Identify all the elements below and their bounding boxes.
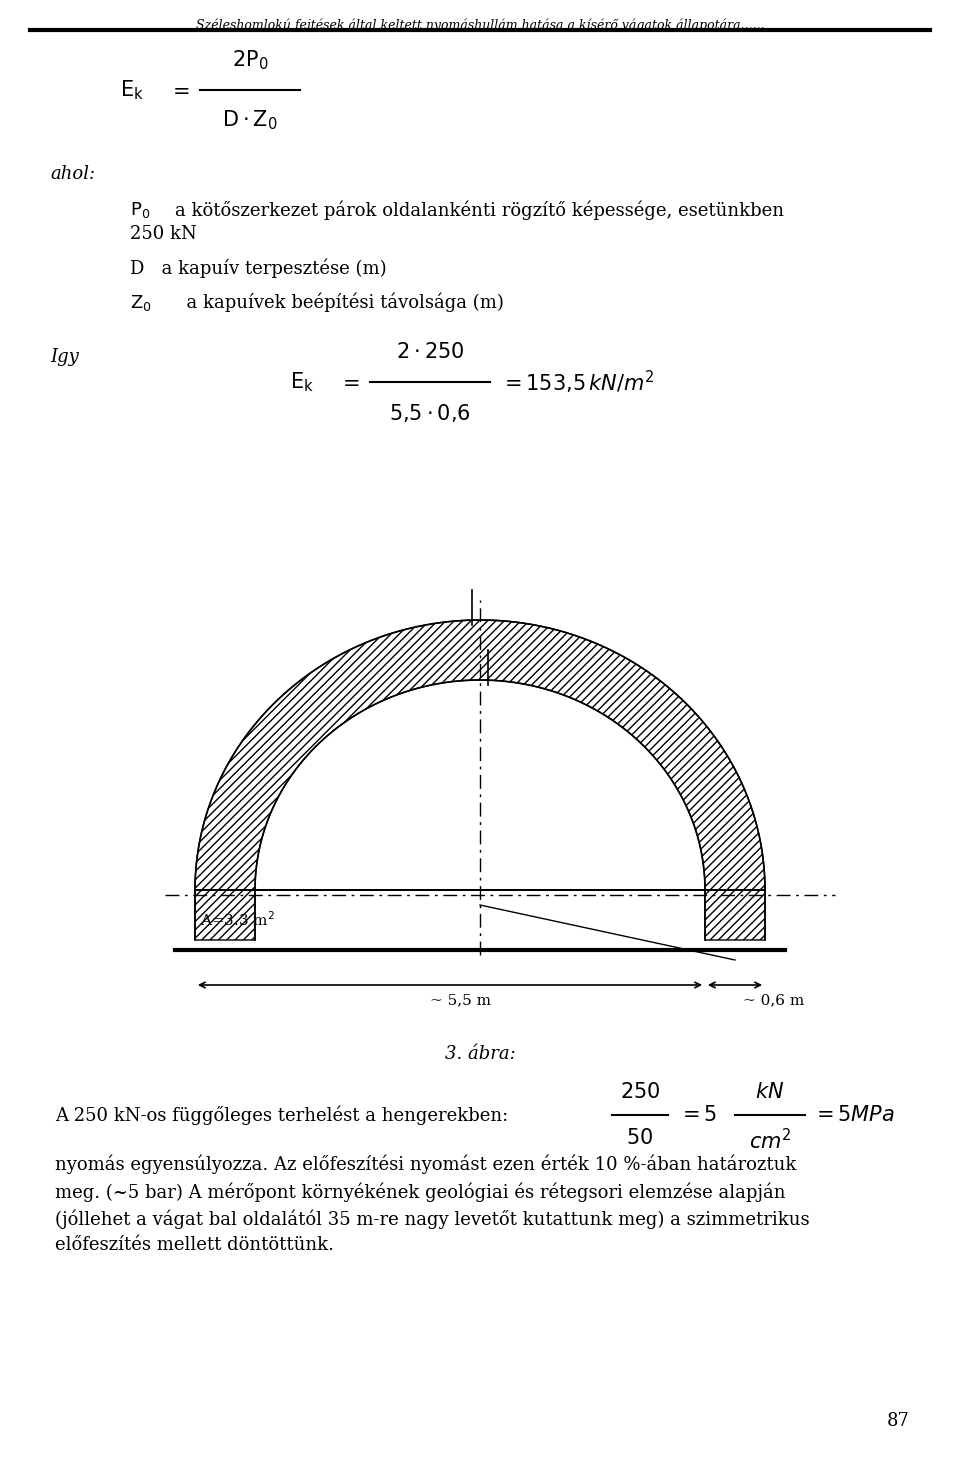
Polygon shape (195, 620, 765, 940)
Text: $= 5MPa$: $= 5MPa$ (812, 1105, 895, 1126)
Text: $\mathrm{D \cdot Z_0}$: $\mathrm{D \cdot Z_0}$ (222, 108, 277, 131)
Text: D   a kapuív terpesztése (m): D a kapuív terpesztése (m) (130, 258, 387, 277)
Text: $5{,}5 \cdot 0{,}6$: $5{,}5 \cdot 0{,}6$ (389, 402, 471, 423)
Text: 3. ábra:: 3. ábra: (444, 1045, 516, 1063)
Text: A 250 kN-os függőleges terhelést a hengerekben:: A 250 kN-os függőleges terhelést a henge… (55, 1105, 508, 1124)
Text: $=$: $=$ (168, 80, 189, 99)
Text: ~ 0,6 m: ~ 0,6 m (743, 993, 804, 1007)
Text: $250$: $250$ (620, 1082, 660, 1102)
Text: $\mathrm{E_k}$: $\mathrm{E_k}$ (120, 79, 144, 102)
Text: $cm^2$: $cm^2$ (749, 1129, 791, 1153)
Text: ahol:: ahol: (50, 165, 95, 182)
Text: $= 153{,}5\,kN / m^2$: $= 153{,}5\,kN / m^2$ (500, 368, 655, 396)
Text: $\mathrm{2P_0}$: $\mathrm{2P_0}$ (231, 48, 268, 72)
Text: $50$: $50$ (627, 1129, 654, 1148)
Text: $kN$: $kN$ (756, 1082, 784, 1102)
Text: a kötőszerkezet párok oldalankénti rögzítő képessége, esetünkben: a kötőszerkezet párok oldalankénti rögzí… (175, 200, 784, 219)
Text: 87: 87 (887, 1412, 910, 1429)
Text: Igy: Igy (50, 347, 79, 366)
Text: $\mathrm{Z_0}$: $\mathrm{Z_0}$ (130, 293, 152, 312)
Text: $2 \cdot 250$: $2 \cdot 250$ (396, 342, 465, 362)
Text: nyomás egyensúlyozza. Az előfeszítési nyomást ezen érték 10 %-ában határoztuk
me: nyomás egyensúlyozza. Az előfeszítési ny… (55, 1155, 809, 1254)
Text: a kapuívek beépítési távolsága (m): a kapuívek beépítési távolsága (m) (175, 293, 504, 312)
Text: $\mathrm{P_0}$: $\mathrm{P_0}$ (130, 200, 150, 220)
Text: ~ 5,5 m: ~ 5,5 m (429, 993, 491, 1007)
Text: Széleshomlokú fejtések által keltett nyomáshullám hatása a kísérő vágatok állapo: Széleshomlokú fejtések által keltett nyo… (196, 18, 764, 32)
Text: $= 5$: $= 5$ (678, 1105, 717, 1126)
Text: 250 kN: 250 kN (130, 225, 197, 242)
Text: $\mathrm{E_k}$: $\mathrm{E_k}$ (290, 371, 314, 394)
Text: $=$: $=$ (338, 372, 359, 391)
Text: A=3.3 m$^2$: A=3.3 m$^2$ (200, 910, 276, 929)
